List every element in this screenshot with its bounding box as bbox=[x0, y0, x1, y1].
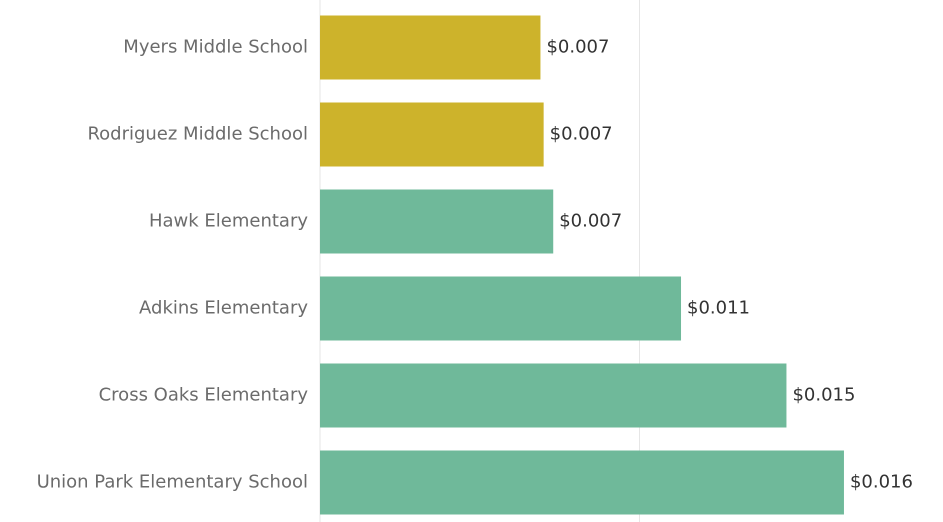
bar bbox=[320, 15, 541, 80]
category-label: Myers Middle School bbox=[123, 37, 308, 58]
bar bbox=[320, 276, 682, 341]
value-label: $0.011 bbox=[687, 298, 750, 319]
category-label: Adkins Elementary bbox=[139, 298, 308, 319]
value-label: $0.007 bbox=[550, 124, 613, 145]
category-label: Hawk Elementary bbox=[149, 211, 308, 232]
bar bbox=[320, 102, 544, 167]
category-label: Union Park Elementary School bbox=[37, 472, 308, 493]
bar bbox=[320, 363, 787, 428]
bar bbox=[320, 189, 554, 254]
bar bbox=[320, 450, 844, 515]
value-label: $0.015 bbox=[792, 385, 855, 406]
value-label: $0.007 bbox=[546, 37, 609, 58]
category-label: Cross Oaks Elementary bbox=[99, 385, 309, 406]
value-label: $0.007 bbox=[559, 211, 622, 232]
category-label: Rodriguez Middle School bbox=[87, 124, 308, 145]
value-label: $0.016 bbox=[850, 472, 913, 493]
